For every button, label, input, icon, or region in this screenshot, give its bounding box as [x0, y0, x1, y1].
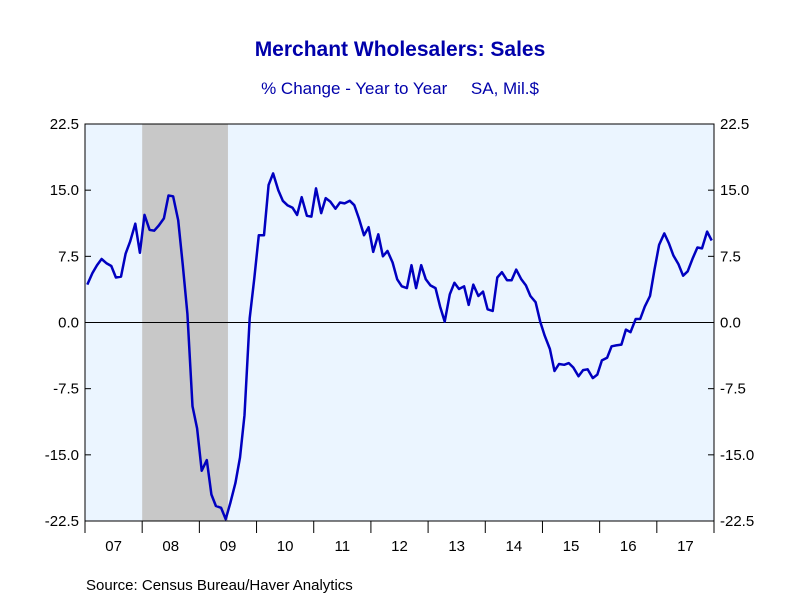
- x-tick-label: 16: [620, 538, 637, 555]
- y-tick-label-right: 22.5: [720, 116, 749, 133]
- y-tick-label-left: 22.5: [50, 116, 79, 133]
- y-tick-label-left: 15.0: [50, 182, 79, 199]
- x-tick-label: 11: [335, 538, 351, 555]
- y-tick-label-right: -7.5: [720, 381, 746, 398]
- y-tick-label-left: -7.5: [53, 381, 79, 398]
- x-tick-label: 12: [391, 538, 408, 555]
- x-tick-label: 07: [105, 538, 122, 555]
- chart-subtitle: % Change - Year to Year SA, Mil.$: [261, 79, 539, 98]
- x-tick-label: 17: [677, 538, 694, 555]
- x-tick-label: 14: [506, 538, 523, 555]
- y-tick-label-left: 0.0: [58, 315, 79, 332]
- y-tick-label-right: -15.0: [720, 447, 754, 464]
- y-tick-label-left: 7.5: [58, 248, 79, 265]
- x-tick-label: 08: [162, 538, 179, 555]
- y-tick-label-left: -22.5: [45, 513, 79, 530]
- y-tick-label-right: -22.5: [720, 513, 754, 530]
- source-note: Source: Census Bureau/Haver Analytics: [86, 577, 353, 594]
- x-tick-label: 15: [563, 538, 580, 555]
- chart-title: Merchant Wholesalers: Sales: [254, 38, 546, 61]
- y-tick-label-left: -15.0: [45, 447, 79, 464]
- x-tick-label: 10: [277, 538, 294, 555]
- series-line: [86, 172, 713, 521]
- y-tick-label-right: 0.0: [720, 315, 741, 332]
- y-tick-label-right: 7.5: [720, 248, 741, 265]
- y-tick-label-right: 15.0: [720, 182, 749, 199]
- x-tick-label: 09: [220, 538, 237, 555]
- x-tick-label: 13: [448, 538, 465, 555]
